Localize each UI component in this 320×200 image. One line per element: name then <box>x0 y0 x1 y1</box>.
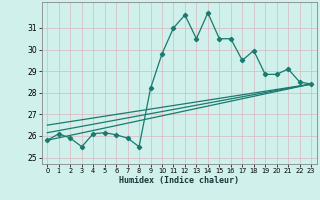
X-axis label: Humidex (Indice chaleur): Humidex (Indice chaleur) <box>119 176 239 185</box>
